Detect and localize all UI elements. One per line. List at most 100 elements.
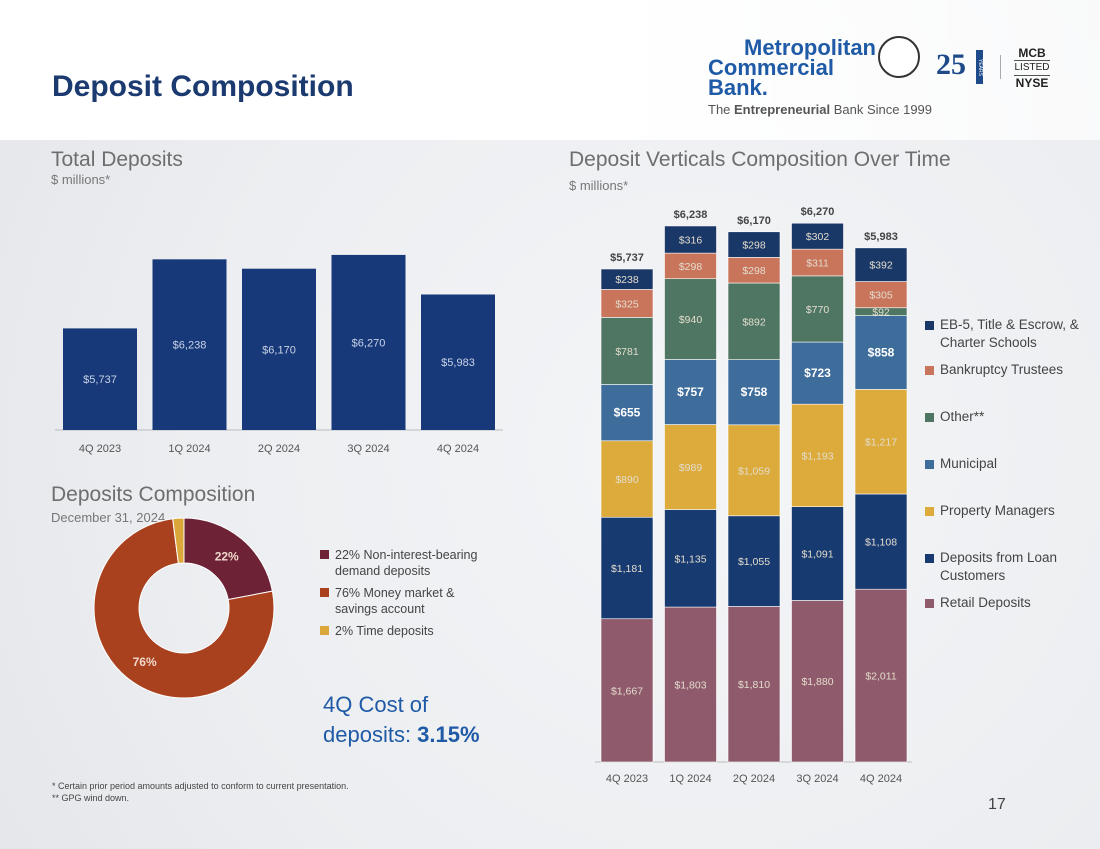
total-deposits-chart: $5,737 4Q 2023 $6,238 1Q 2024 $6,170 2Q 2024 $… (55, 254, 503, 455)
footnotes: * Certain prior period amounts adjusted … (52, 781, 349, 803)
segment-label: $1,803 (674, 680, 706, 692)
legend-label: Municipal (940, 456, 998, 471)
stack-segment (791, 248, 844, 277)
stack-segment (727, 282, 781, 360)
stack-segment (600, 317, 654, 385)
legend-swatch (320, 550, 329, 559)
stack-segment (854, 493, 908, 590)
segment-label: $298 (742, 265, 766, 277)
stack-segment (854, 247, 908, 282)
segment-label: $238 (615, 274, 639, 286)
segment-label: $1,108 (865, 537, 897, 549)
segment-label: $1,667 (611, 685, 643, 697)
total-label: $6,270 (801, 206, 835, 218)
legend-label: Retail Deposits (940, 595, 1031, 610)
x-tick-label: 1Q 2024 (669, 773, 711, 785)
segment-label: $858 (868, 346, 895, 360)
stack-segment (664, 509, 717, 608)
legend-label: 76% Money market & savings account (335, 586, 455, 616)
segment-label: $302 (806, 231, 830, 243)
deposits-composition-donut: 22% 76% (93, 517, 275, 699)
legend-swatch (925, 321, 934, 330)
legend-item: 76% Money market & savings account (320, 585, 500, 617)
header-band (0, 0, 1100, 140)
x-tick-label: 4Q 2023 (606, 773, 648, 785)
stack-segment (600, 440, 654, 518)
bar (242, 268, 316, 430)
legend-swatch (925, 413, 934, 422)
bar (421, 294, 495, 430)
segment-label: $325 (615, 298, 639, 310)
deposits-composition-subtitle: December 31, 2024 (51, 510, 166, 525)
total-label: $6,170 (737, 215, 771, 227)
legend-label: Property Managers (940, 503, 1055, 518)
stack-segment (727, 424, 781, 517)
legend-item: Other** (925, 408, 1085, 426)
stack-segment (727, 231, 781, 258)
segment-label: $92 (872, 307, 890, 319)
legend-label: Deposits from Loan Customers (940, 550, 1058, 583)
legend-swatch (320, 626, 329, 635)
segment-label: $1,193 (801, 450, 833, 462)
segment-label: $770 (806, 304, 830, 316)
donut-slice (172, 517, 185, 564)
segment-label: $1,217 (865, 437, 897, 449)
stack-segment (664, 606, 717, 763)
segment-label: $940 (679, 314, 703, 326)
stack-segment (791, 341, 844, 405)
stack-segment (664, 359, 717, 425)
verticals-legend: EB-5, Title & Escrow, & Charter Schools B… (925, 316, 1085, 641)
legend-item: 2% Time deposits (320, 623, 500, 639)
segment-label: $311 (806, 258, 829, 270)
segment-label: $890 (615, 474, 639, 486)
legend-swatch (320, 588, 329, 597)
verticals-stacked-chart: $1,667 $1,181 $890 $655 $781 $325 $238 $5,737 4Q… (595, 206, 912, 785)
x-tick-label: 4Q 2024 (437, 443, 479, 455)
stack-segment (664, 278, 717, 360)
bar-label: $6,270 (352, 337, 386, 349)
deposits-composition-title: Deposits Composition (51, 483, 256, 506)
anniversary-logo: 25 (936, 48, 966, 81)
x-tick-label: 4Q 2023 (79, 443, 121, 455)
divider (1000, 55, 1001, 79)
stack-segment (600, 268, 654, 290)
total-label: $5,737 (610, 252, 644, 264)
slice-label: 76% (133, 655, 157, 669)
x-tick-label: 3Q 2024 (796, 773, 838, 785)
years-label: YEARS (976, 50, 983, 84)
segment-label: $758 (741, 385, 768, 399)
bar (152, 259, 227, 430)
segment-label: $305 (869, 290, 893, 302)
stack-segment (600, 289, 654, 318)
bar-label: $6,238 (173, 340, 207, 352)
stack-segment (791, 403, 844, 507)
verticals-subtitle: $ millions* (569, 178, 629, 193)
x-tick-label: 2Q 2024 (733, 773, 775, 785)
total-deposits-title: Total Deposits (51, 148, 183, 171)
cost-of-deposits-callout: 4Q Cost of deposits: 3.15% (323, 692, 480, 747)
bar (63, 328, 137, 430)
legend-item: Property Managers (925, 502, 1085, 520)
stack-segment (727, 359, 781, 426)
legend-swatch (925, 599, 934, 608)
verticals-title: Deposit Verticals Composition Over Time (569, 148, 951, 171)
legend-label: 22% Non-interest-bearing demand deposits (335, 548, 478, 578)
legend-swatch (925, 507, 934, 516)
segment-label: $892 (742, 316, 766, 328)
x-tick-label: 4Q 2024 (860, 773, 902, 785)
stack-segment (600, 618, 654, 763)
legend-label: Other** (940, 409, 985, 424)
stack-segment (791, 222, 844, 250)
stack-segment (664, 424, 717, 510)
stack-segment (791, 600, 844, 763)
bar (331, 254, 406, 430)
stack-segment (727, 257, 781, 284)
x-tick-label: 1Q 2024 (168, 443, 210, 455)
stack-segment (664, 225, 717, 254)
company-logo: Metropolitan Commercial Bank. The Entrep… (708, 37, 932, 118)
segment-label: $989 (679, 462, 703, 474)
segment-label: $316 (679, 235, 703, 247)
segment-label: $1,091 (801, 549, 833, 561)
legend-item: Bankruptcy Trustees (925, 361, 1085, 379)
bar-label: $6,170 (262, 344, 296, 356)
